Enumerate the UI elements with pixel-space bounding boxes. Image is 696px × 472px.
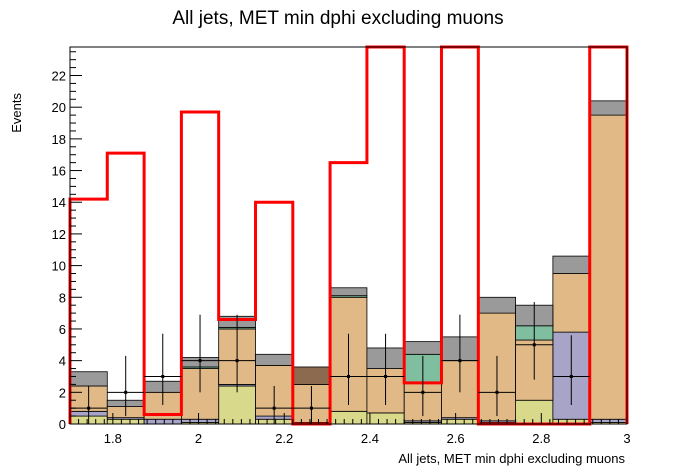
- y-tick-label: 22: [52, 69, 66, 84]
- data-point: [458, 359, 462, 363]
- y-tick-label: 0: [59, 417, 66, 432]
- stack-bar: [403, 341, 442, 355]
- y-tick-label: 14: [52, 195, 66, 210]
- stack-bar: [589, 418, 628, 423]
- x-tick-label: 1.8: [104, 431, 122, 446]
- x-tick-label: 2.8: [532, 431, 550, 446]
- data-point: [87, 406, 91, 410]
- data-point: [347, 374, 350, 378]
- y-tick-label: 16: [52, 164, 66, 179]
- data-point: [198, 359, 202, 363]
- data-point: [235, 359, 239, 363]
- stack-bar: [366, 412, 405, 425]
- data-point: [421, 390, 425, 394]
- stack-bar: [69, 371, 108, 387]
- y-tick-label: 8: [59, 290, 66, 305]
- x-tick-label: 3: [623, 431, 630, 446]
- y-tick-label: 2: [59, 385, 66, 400]
- stack-bar: [180, 418, 220, 423]
- y-tick-label: 18: [52, 132, 66, 147]
- y-axis-label: Events: [9, 93, 24, 133]
- data-point: [124, 390, 128, 394]
- y-axis: 0 2 4 6 8 10 12 14 16 18 20 22: [52, 51, 82, 432]
- data-point: [161, 374, 165, 378]
- y-tick-label: 10: [52, 259, 66, 274]
- data-point: [272, 406, 276, 410]
- data-point: [384, 374, 388, 378]
- y-tick-label: 20: [52, 100, 66, 115]
- stack-bar: [255, 353, 294, 366]
- y-tick-label: 12: [52, 227, 66, 242]
- x-tick-label: 2.4: [361, 431, 379, 446]
- x-tick-label: 2.6: [447, 431, 465, 446]
- stack-bar: [143, 418, 182, 425]
- y-tick-label: 6: [59, 322, 66, 337]
- x-tick-label: 2.2: [275, 431, 293, 446]
- x-axis: 1.8 2 2.2 2.4 2.6 2.8 3: [69, 413, 631, 446]
- plot-frame: [69, 46, 628, 425]
- stack-bar: [329, 287, 368, 297]
- x-axis-label: All jets, MET min dphi excluding muons: [398, 451, 625, 466]
- data-point: [569, 374, 573, 378]
- stack-bar: [292, 366, 331, 385]
- x-tick-label: 2: [195, 431, 202, 446]
- chart-title: All jets, MET min dphi excluding muons: [172, 8, 503, 29]
- data-points: [70, 302, 590, 424]
- stack-bar: [589, 114, 628, 420]
- stack-bar: [552, 273, 591, 333]
- data-point: [309, 406, 313, 410]
- stack-bar: [515, 399, 554, 425]
- stack-bar: [552, 255, 591, 274]
- data-point: [495, 390, 499, 394]
- data-point: [532, 343, 536, 347]
- y-tick-label: 4: [59, 354, 66, 369]
- stack-bar: [589, 100, 628, 116]
- stack-bar: [477, 296, 517, 314]
